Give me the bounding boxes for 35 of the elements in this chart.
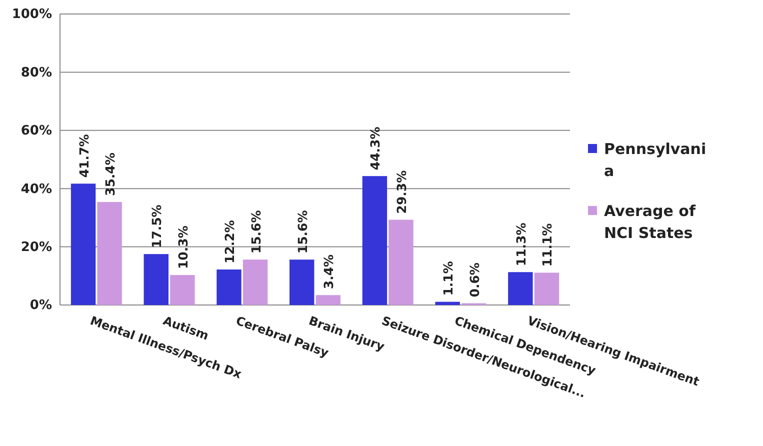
legend-label: Pennsylvania [604,140,706,180]
data-label: 15.6% [294,210,310,254]
bar [144,254,168,305]
data-label: 12.2% [222,220,237,264]
bar [508,272,533,305]
bar [316,295,340,305]
data-label: 41.7% [76,134,92,178]
y-tick-label: 0% [30,298,52,314]
bar [170,275,195,305]
data-label: 0.6% [466,262,482,298]
data-label: 15.6% [248,210,264,254]
y-tick-label: 100% [12,7,52,22]
bar [242,260,268,305]
y-tick-label: 20% [20,240,52,255]
data-label: 10.3% [175,225,190,270]
bar [97,202,122,305]
data-label: 11.3% [513,222,528,266]
data-label: 44.3% [368,126,383,170]
y-tick-label: 80% [20,65,52,80]
data-label: 11.1% [540,222,555,267]
bar [388,220,414,305]
bar [216,270,242,305]
y-tick-label: 40% [20,182,52,197]
bar [534,272,560,305]
data-label: 17.5% [149,204,164,248]
bar [435,302,460,305]
data-label: 3.4% [321,254,336,290]
bar [70,184,96,305]
y-tick-label: 60% [20,124,52,139]
legend-label: Average of NCI States [604,202,696,242]
bar [290,260,314,305]
bar [362,176,388,305]
data-label: 29.3% [394,170,409,214]
data-label: 1.1% [440,260,456,296]
data-label: 35.4% [102,152,118,196]
